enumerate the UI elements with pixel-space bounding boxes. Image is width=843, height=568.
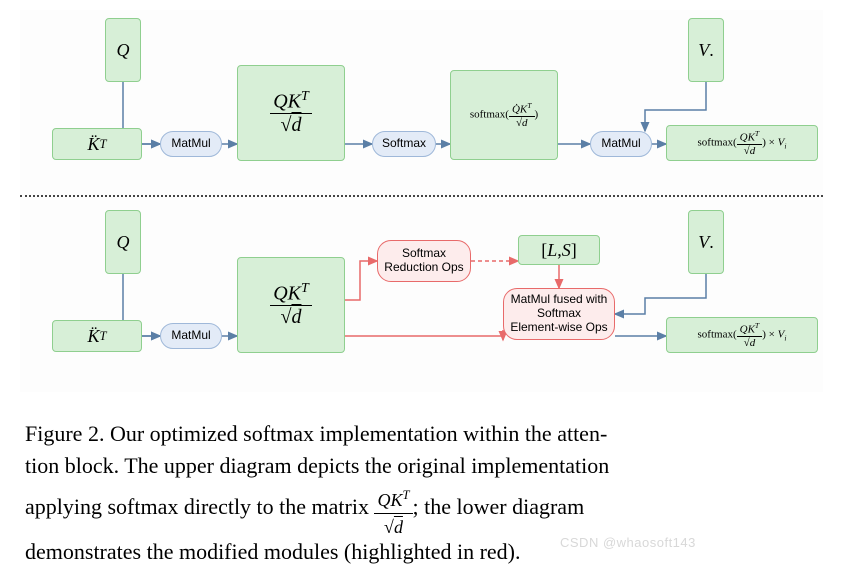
figure-caption: Figure 2. Our optimized softmax implemen… <box>25 418 820 568</box>
lower-qkt-node: QKT√d <box>237 257 345 353</box>
upper-v-node: V. <box>688 18 724 82</box>
upper-matmul1-op: MatMul <box>160 131 222 157</box>
lower-matmul1-op: MatMul <box>160 323 222 349</box>
diagram-area: Q K̈T MatMul QKT√d Softmax softmax(Q̇KT√d) Mat… <box>20 10 823 392</box>
upper-out-node: softmax(QKT√d) × Vi <box>666 125 818 161</box>
lower-v-node: V. <box>688 210 724 274</box>
lower-fused-op: MatMul fused withSoftmaxElement-wise Ops <box>503 288 615 340</box>
upper-qkt-node: QKT√d <box>237 65 345 161</box>
upper-matmul2-op: MatMul <box>590 131 652 157</box>
upper-kt-node: K̈T <box>52 128 142 160</box>
lower-kt-node: K̈T <box>52 320 142 352</box>
upper-softqkt-node: softmax(Q̇KT√d) <box>450 70 558 160</box>
upper-q-node: Q <box>105 18 141 82</box>
lower-ls-node: [L, S] <box>518 235 600 265</box>
lower-softred-op: SoftmaxReduction Ops <box>377 240 471 282</box>
upper-softmax-op: Softmax <box>372 131 436 157</box>
lower-out-node: softmax(QKT√d) × Vi <box>666 317 818 353</box>
watermark-text: CSDN @whaosoft143 <box>560 535 696 550</box>
lower-q-node: Q <box>105 210 141 274</box>
section-divider <box>20 195 823 197</box>
